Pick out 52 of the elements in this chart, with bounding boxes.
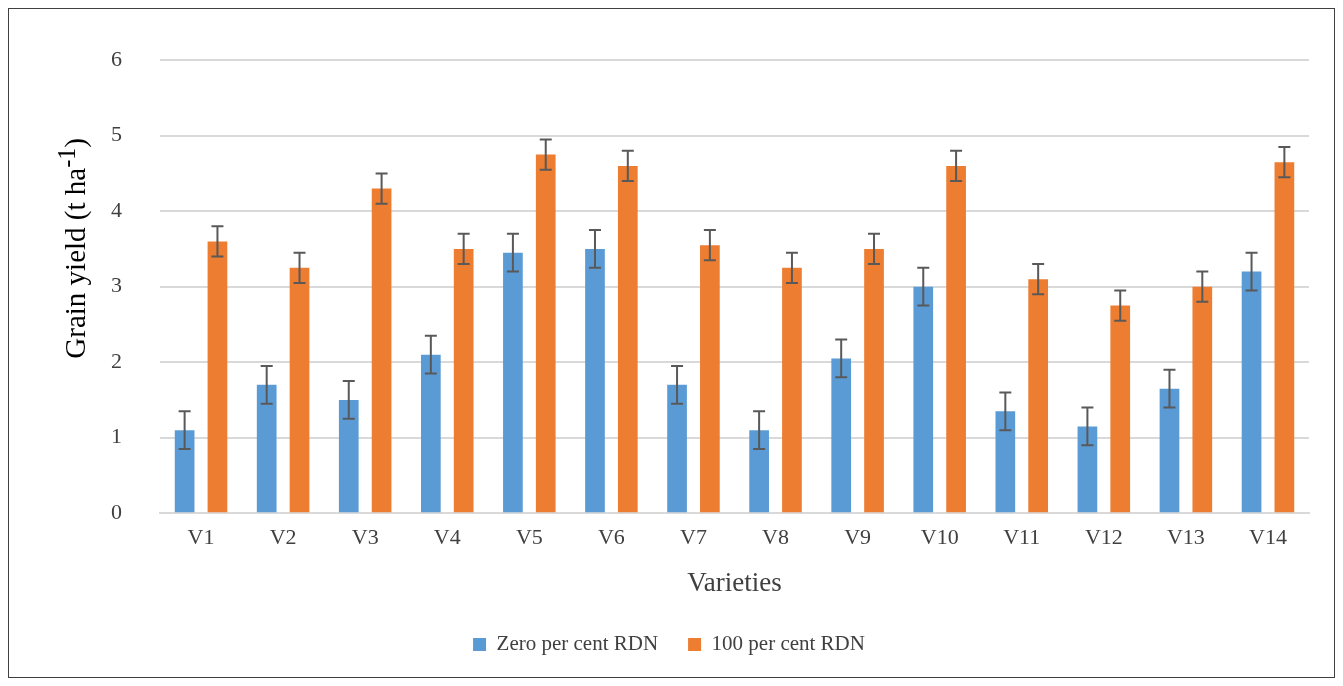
bar bbox=[864, 248, 884, 513]
bar bbox=[946, 165, 966, 513]
bar bbox=[831, 358, 852, 513]
bar bbox=[995, 411, 1016, 513]
y-tick-label: 0 bbox=[111, 498, 122, 524]
bar bbox=[289, 267, 310, 513]
bar bbox=[338, 399, 359, 513]
y-tick-label: 2 bbox=[111, 347, 122, 373]
bar bbox=[420, 354, 441, 513]
bar bbox=[535, 154, 556, 513]
y-tick-label: 4 bbox=[111, 196, 122, 222]
x-tick-label: V1 bbox=[187, 524, 215, 550]
bar bbox=[453, 248, 474, 513]
bar bbox=[667, 384, 687, 513]
bar bbox=[585, 248, 605, 513]
x-tick-label: V4 bbox=[433, 524, 461, 550]
legend-label: 100 per cent RDN bbox=[711, 631, 865, 656]
bar bbox=[1192, 286, 1213, 513]
bar bbox=[371, 188, 392, 513]
bar bbox=[1110, 305, 1131, 513]
x-tick-label: V8 bbox=[762, 524, 789, 550]
bar bbox=[174, 430, 195, 513]
bar bbox=[503, 252, 523, 513]
y-tick-label: 5 bbox=[111, 121, 122, 147]
bar bbox=[913, 286, 934, 513]
x-tick-label: V7 bbox=[680, 524, 707, 550]
bar bbox=[1159, 388, 1180, 513]
bar bbox=[207, 241, 228, 513]
x-tick-label: V9 bbox=[844, 524, 872, 550]
x-tick-label: V2 bbox=[269, 524, 297, 550]
x-tick-label: V5 bbox=[515, 524, 543, 550]
x-tick-label: V14 bbox=[1249, 524, 1287, 550]
bar bbox=[782, 267, 802, 513]
bar bbox=[1077, 426, 1098, 513]
bar bbox=[749, 430, 769, 513]
x-tick-label: V3 bbox=[351, 524, 379, 550]
bar bbox=[617, 165, 638, 513]
x-tick-label: V12 bbox=[1084, 524, 1123, 550]
bar bbox=[256, 384, 277, 513]
y-tick-label: 6 bbox=[111, 45, 122, 71]
y-tick-label: 1 bbox=[111, 423, 122, 449]
legend-label: Zero per cent RDN bbox=[496, 631, 659, 656]
x-axis-title: Varieties bbox=[687, 566, 782, 597]
y-tick-label: 3 bbox=[111, 272, 122, 298]
bar bbox=[1028, 279, 1049, 513]
x-tick-label: V13 bbox=[1166, 524, 1205, 550]
bar bbox=[700, 245, 720, 513]
bar bbox=[1241, 271, 1262, 513]
x-tick-label: V10 bbox=[920, 524, 959, 550]
bar bbox=[1274, 162, 1295, 513]
x-tick-label: V6 bbox=[597, 524, 625, 550]
x-tick-label: V11 bbox=[1003, 524, 1041, 550]
